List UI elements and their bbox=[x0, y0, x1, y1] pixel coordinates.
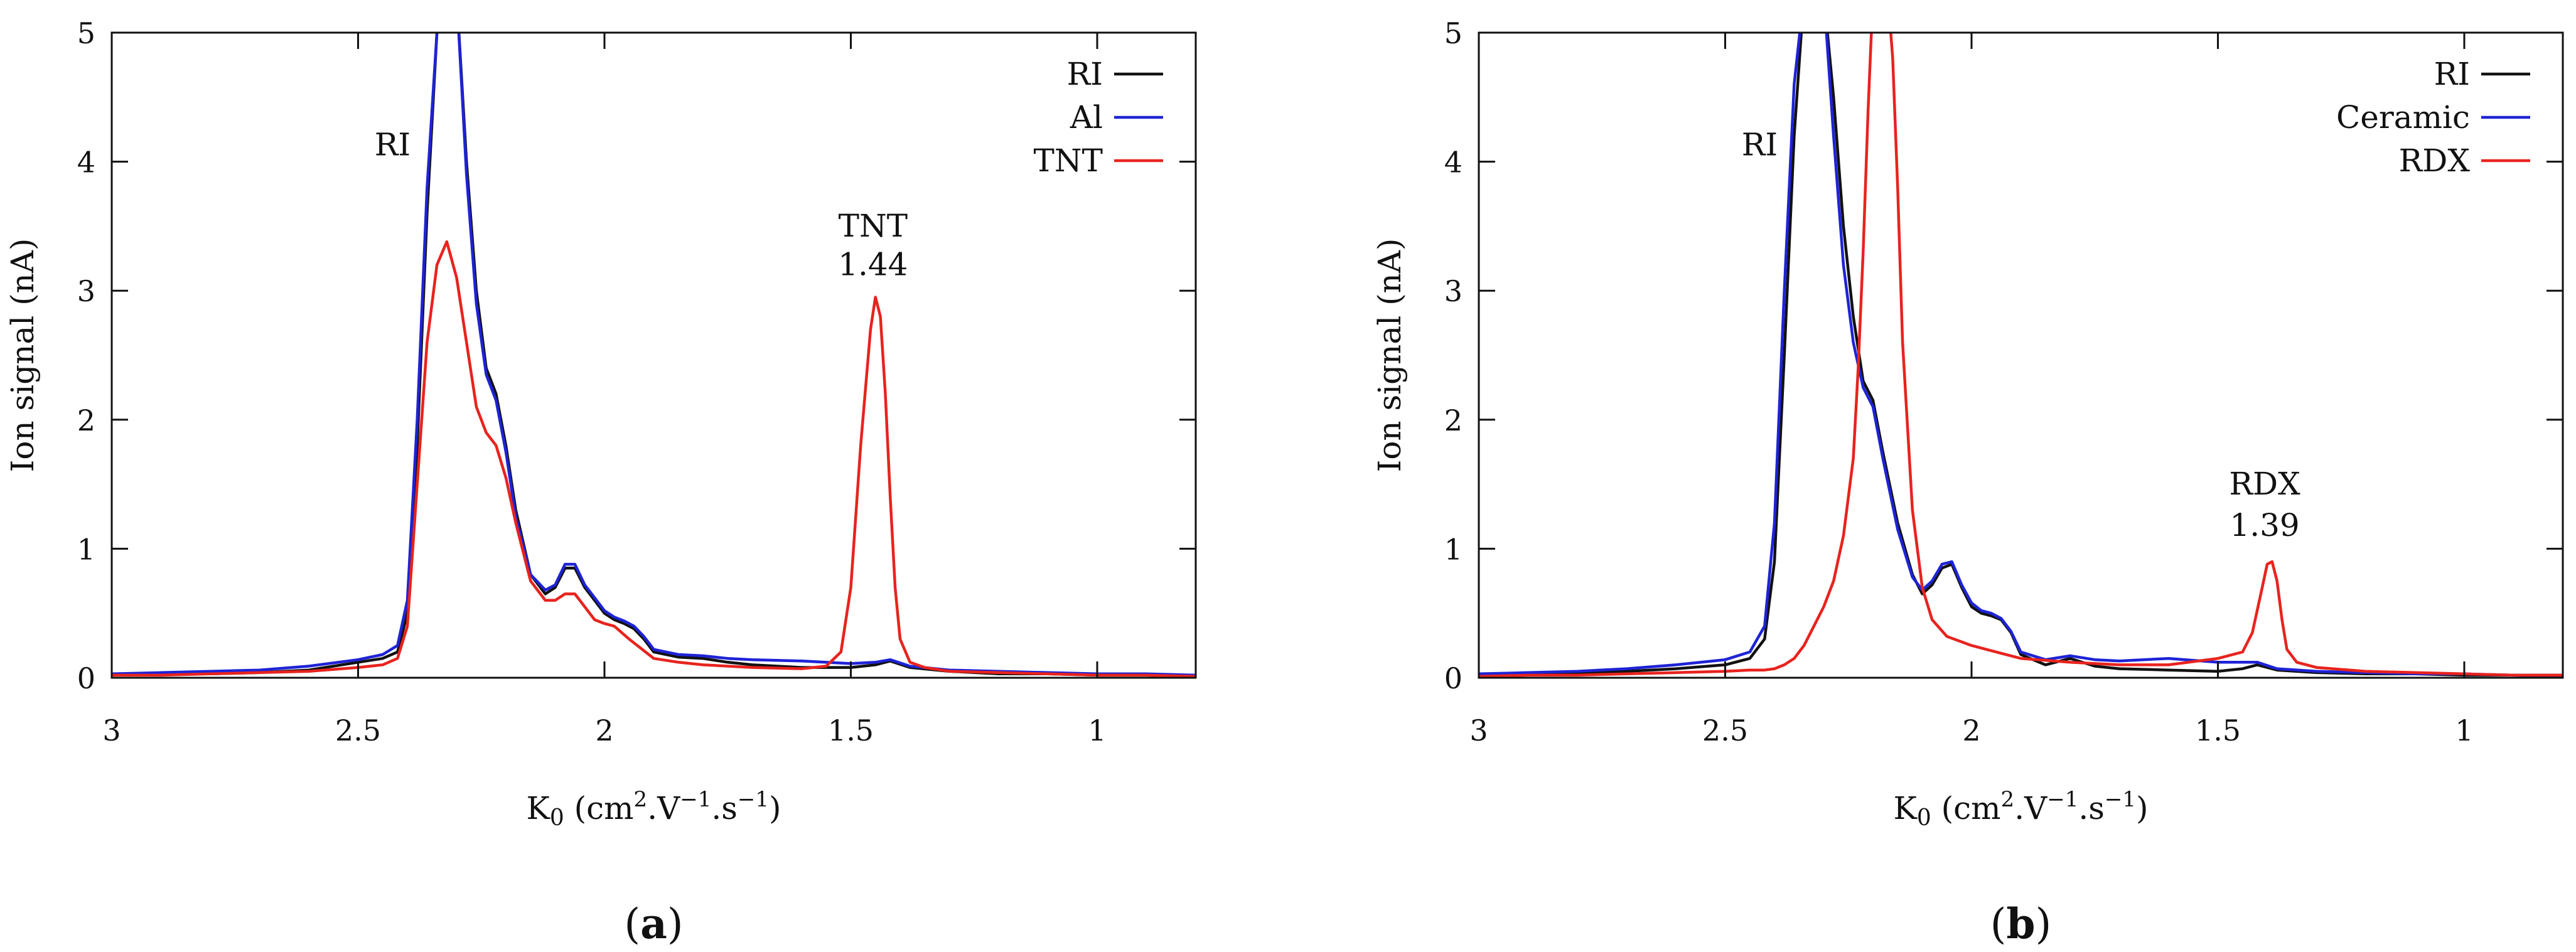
x-tick-label: 1 bbox=[1088, 714, 1106, 747]
x-axis-title-subscript: 0 bbox=[1917, 805, 1931, 831]
legend: RI Al TNT bbox=[1034, 56, 1163, 179]
series-line-tnt bbox=[112, 240, 1196, 678]
x-tick-label: 2 bbox=[595, 714, 613, 747]
peak-annotation: 1.44 bbox=[838, 247, 908, 283]
y-tick-label: 3 bbox=[77, 274, 95, 308]
x-axis-title-unit: (cm bbox=[1931, 790, 2001, 826]
panel-caption-paren: ) bbox=[2036, 900, 2052, 948]
x-axis-title-superscript: −1 bbox=[2047, 787, 2078, 812]
panel-caption-paren: ( bbox=[1990, 900, 2007, 948]
x-axis-title-unit: .V bbox=[2014, 790, 2047, 826]
x-axis-title-unit: ) bbox=[769, 790, 781, 826]
x-tick-label: 2.5 bbox=[335, 714, 381, 747]
y-tick-label: 4 bbox=[1444, 146, 1462, 179]
y-axis-title: Ion signal (nA) bbox=[4, 238, 41, 473]
peak-annotation: RI bbox=[375, 126, 411, 163]
y-tick-label: 1 bbox=[77, 532, 95, 566]
x-tick-label: 2.5 bbox=[1702, 714, 1748, 747]
peak-annotation: 1.39 bbox=[2230, 507, 2299, 543]
y-tick-label: 4 bbox=[77, 146, 95, 179]
x-axis-title-unit: (cm bbox=[564, 790, 634, 826]
y-tick-label: 0 bbox=[77, 661, 95, 695]
plot-frame bbox=[1478, 31, 2564, 679]
y-tick-label: 5 bbox=[77, 16, 95, 50]
series-line-ri bbox=[1479, 33, 2563, 678]
x-axis-title-superscript: 2 bbox=[2001, 787, 2015, 812]
panel-caption: (a) bbox=[624, 899, 683, 948]
peak-annotation: TNT bbox=[839, 208, 908, 244]
peak-annotation: RDX bbox=[2229, 466, 2300, 502]
y-tick-label: 2 bbox=[77, 404, 95, 437]
x-tick-label: 1 bbox=[2455, 714, 2473, 747]
x-axis-title-unit: .s bbox=[2078, 790, 2105, 826]
x-axis-title-unit: ) bbox=[2136, 790, 2149, 826]
y-tick-label: 0 bbox=[1444, 661, 1462, 695]
panel-caption-letter: a bbox=[640, 899, 667, 948]
legend-label: TNT bbox=[1034, 142, 1103, 179]
peak-annotation: RI bbox=[1742, 126, 1778, 163]
x-axis-title-main: K bbox=[1893, 790, 1918, 826]
plot-frame bbox=[110, 31, 1197, 679]
series-group bbox=[1479, 33, 2563, 678]
x-axis-title-superscript: −1 bbox=[738, 787, 769, 812]
y-tick-label: 3 bbox=[1444, 274, 1462, 308]
x-tick-label: 3 bbox=[1469, 714, 1488, 747]
panel-caption-paren: ) bbox=[667, 900, 684, 948]
x-axis-title-unit: .s bbox=[711, 790, 738, 826]
legend-label: RDX bbox=[2399, 142, 2471, 179]
series-line-ceramic bbox=[1479, 33, 2563, 677]
x-tick-label: 3 bbox=[102, 714, 121, 747]
series-line-rdx bbox=[1479, 33, 2563, 678]
x-tick-label: 1.5 bbox=[2195, 714, 2241, 747]
x-axis-title-superscript: −1 bbox=[2105, 787, 2136, 812]
legend-label: RI bbox=[1067, 56, 1103, 92]
legend: RI Ceramic RDX bbox=[2336, 56, 2530, 179]
x-axis-title-superscript: −1 bbox=[680, 787, 711, 812]
legend-label: RI bbox=[2434, 56, 2470, 92]
series-group bbox=[112, 33, 1196, 678]
x-axis-title-superscript: 2 bbox=[634, 787, 648, 812]
y-tick-label: 1 bbox=[1444, 532, 1462, 566]
y-tick-label: 2 bbox=[1444, 404, 1462, 437]
y-tick-label: 5 bbox=[1444, 16, 1462, 50]
x-axis-title-unit: .V bbox=[647, 790, 680, 826]
legend-label: Al bbox=[1070, 99, 1103, 136]
series-line-ri bbox=[112, 33, 1196, 678]
x-tick-label: 1.5 bbox=[828, 714, 874, 747]
panel-caption-letter: b bbox=[2006, 899, 2035, 948]
series-line-al bbox=[112, 33, 1196, 677]
legend-label: Ceramic bbox=[2336, 99, 2470, 136]
x-axis-title: K0 (cm2.V−1.s−1) bbox=[526, 787, 781, 831]
panel-caption: (b) bbox=[1990, 899, 2052, 948]
x-axis-title-subscript: 0 bbox=[550, 805, 564, 831]
x-axis-title-main: K bbox=[526, 790, 550, 826]
panel-caption-paren: ( bbox=[624, 900, 640, 948]
x-axis-title: K0 (cm2.V−1.s−1) bbox=[1893, 787, 2148, 831]
y-axis-title: Ion signal (nA) bbox=[1371, 238, 1408, 473]
x-tick-label: 2 bbox=[1962, 714, 1980, 747]
